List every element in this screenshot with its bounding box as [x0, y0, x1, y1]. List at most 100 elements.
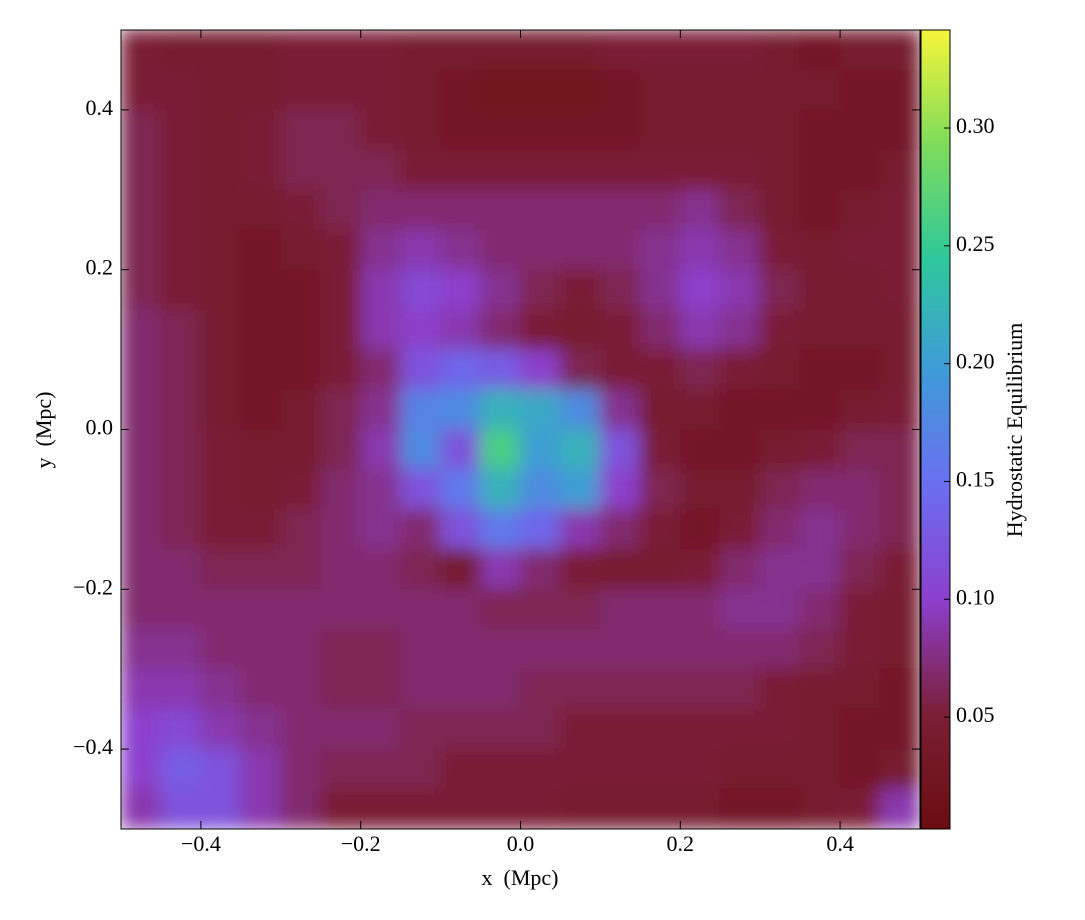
heatmap-cell [759, 788, 801, 829]
heatmap-cell [599, 229, 641, 271]
heatmap-cell [719, 748, 761, 790]
heatmap-cell [639, 309, 681, 351]
heatmap-cell [679, 668, 721, 710]
heatmap-cell [679, 588, 721, 630]
heatmap-cell [400, 468, 442, 510]
heatmap-cell [480, 30, 521, 71]
heatmap-cell [639, 748, 681, 790]
heatmap-cell [320, 269, 362, 311]
heatmap-cell [599, 109, 641, 151]
heatmap-cell [480, 429, 521, 470]
heatmap-cell [200, 389, 242, 430]
heatmap-cell [559, 748, 601, 790]
heatmap-cell [759, 508, 801, 550]
heatmap-cell [320, 508, 362, 550]
heatmap-cell [520, 588, 561, 630]
heatmap-cell [799, 189, 841, 231]
heatmap-cell [839, 69, 881, 111]
heatmap-cell [400, 269, 442, 311]
heatmap-cell [719, 628, 761, 670]
heatmap-cell [440, 429, 482, 470]
heatmap-cell [599, 30, 641, 71]
heatmap-cell [240, 588, 282, 630]
heatmap-cell [121, 628, 162, 670]
heatmap-cell [759, 269, 801, 311]
heatmap-cell [520, 468, 561, 510]
heatmap-cell [559, 548, 601, 590]
heatmap-cell [719, 588, 761, 630]
heatmap-cell [799, 668, 841, 710]
heatmap-cell [759, 69, 801, 111]
heatmap-cell [799, 269, 841, 311]
heatmap-cell [160, 788, 202, 829]
heatmap-cell [280, 548, 322, 590]
heatmap-cell [799, 468, 841, 510]
heatmap-cell [679, 349, 721, 391]
heatmap-cell [839, 668, 881, 710]
heatmap-cell [200, 149, 242, 191]
heatmap-cell [839, 628, 881, 670]
heatmap-cell [121, 109, 162, 151]
heatmap-cell [520, 429, 561, 470]
heatmap-cell [719, 788, 761, 829]
colorbar-tick-label: 0.20 [956, 349, 995, 374]
heatmap-cell [400, 708, 442, 750]
heatmap-cell [360, 708, 402, 750]
heatmap-cell [520, 269, 561, 311]
heatmap-cell [879, 628, 920, 670]
heatmap-cell [639, 149, 681, 191]
heatmap-cell [679, 149, 721, 191]
heatmap-cell [559, 109, 601, 151]
heatmap-cell [400, 788, 442, 829]
heatmap-cell [200, 508, 242, 550]
y-tick-label: 0.2 [86, 255, 114, 280]
heatmap-cell [320, 548, 362, 590]
heatmap-cell [280, 349, 322, 391]
heatmap-cell [240, 30, 282, 71]
x-tick-label: 0.4 [826, 831, 854, 856]
heatmap-cell [520, 748, 561, 790]
heatmap-cell [121, 269, 162, 311]
heatmap-cell [799, 788, 841, 829]
heatmap-cell [240, 269, 282, 311]
heatmap-cell [480, 309, 521, 351]
heatmap-cell [240, 429, 282, 470]
heatmap-cell [839, 149, 881, 191]
heatmap-cell [480, 708, 521, 750]
heatmap-cell [559, 628, 601, 670]
x-tick-label: −0.4 [181, 831, 221, 856]
heatmap-cell [879, 788, 920, 829]
heatmap-cell [799, 229, 841, 271]
heatmap-cell [280, 429, 322, 470]
heatmap-cell [879, 189, 920, 231]
heatmap-cell [440, 189, 482, 231]
heatmap-cell [799, 389, 841, 430]
heatmap-cell [759, 429, 801, 470]
heatmap-cell [799, 349, 841, 391]
heatmap-cell [679, 788, 721, 829]
heatmap-cell [719, 189, 761, 231]
heatmap-cell [719, 668, 761, 710]
heatmap [121, 30, 920, 829]
heatmap-cell [280, 668, 322, 710]
colorbar-label: Hydrostatic Equilibrium [1002, 323, 1027, 537]
heatmap-cell [719, 548, 761, 590]
heatmap-cell [639, 30, 681, 71]
heatmap-cell [160, 349, 202, 391]
heatmap-cell [879, 269, 920, 311]
heatmap-cell [360, 389, 402, 430]
heatmap-cell [679, 189, 721, 231]
heatmap-cell [200, 69, 242, 111]
heatmap-cell [679, 468, 721, 510]
heatmap-cell [400, 149, 442, 191]
heatmap-cell [121, 708, 162, 750]
heatmap-cell [400, 508, 442, 550]
heatmap-cell [440, 109, 482, 151]
heatmap-cell [679, 548, 721, 590]
heatmap-cell [480, 668, 521, 710]
heatmap-cell [879, 69, 920, 111]
heatmap-cell [240, 468, 282, 510]
heatmap-cell [320, 708, 362, 750]
heatmap-cell [759, 708, 801, 750]
heatmap-cell [400, 748, 442, 790]
